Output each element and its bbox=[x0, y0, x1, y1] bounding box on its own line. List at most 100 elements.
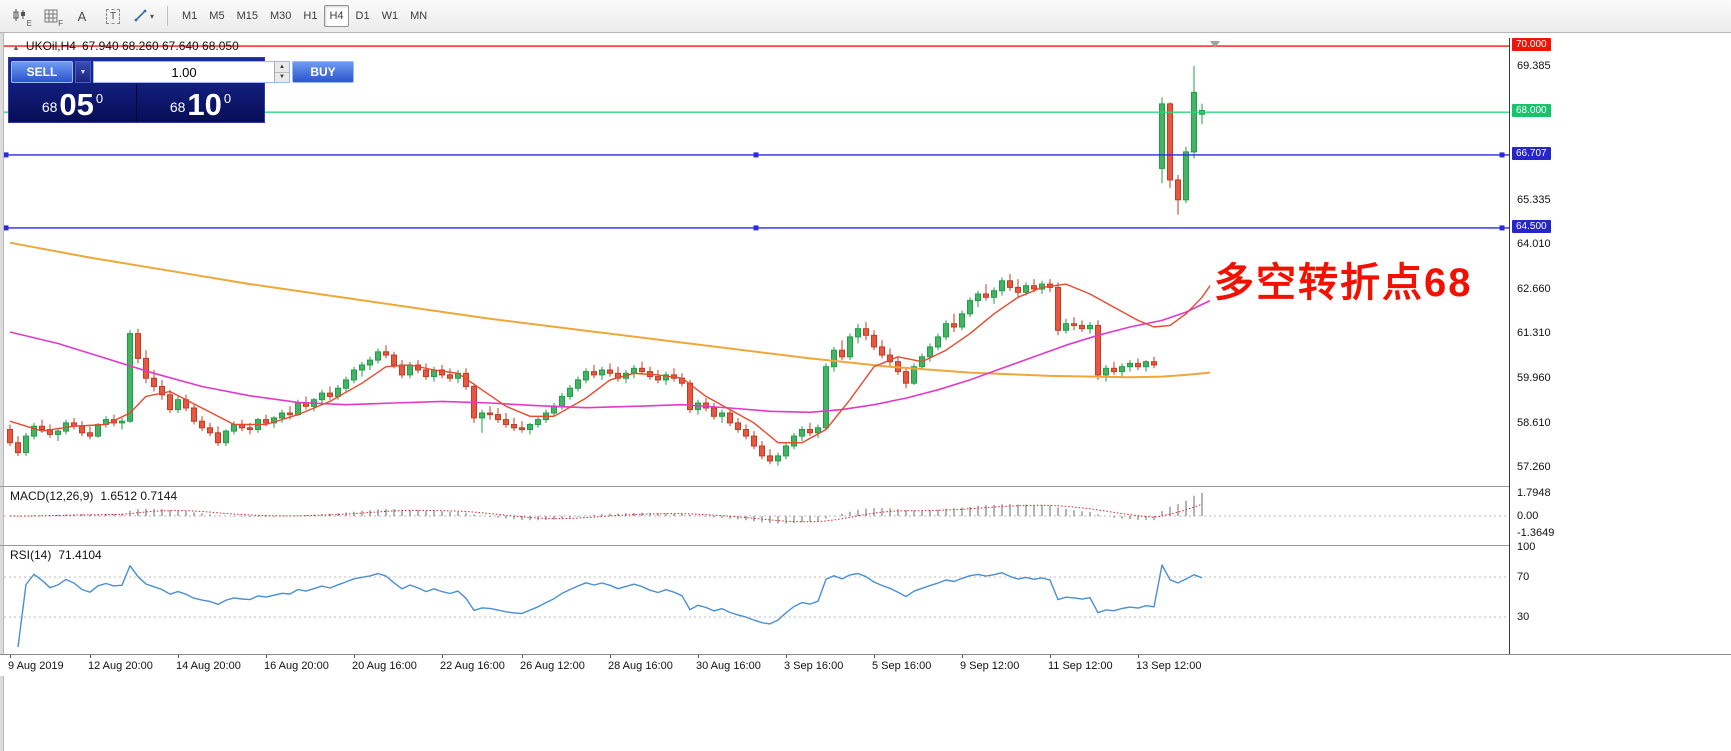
time-axis-tick bbox=[1138, 655, 1139, 658]
price-axis-label: 61.310 bbox=[1517, 327, 1551, 340]
ask-big-digits: 10 bbox=[187, 87, 222, 122]
volume-dropdown-button[interactable]: ▼ bbox=[75, 61, 91, 83]
ask-sup-digit: 0 bbox=[223, 91, 232, 106]
price-axis-label: 69.385 bbox=[1517, 60, 1551, 73]
objects-dropdown-icon[interactable]: ▾ bbox=[130, 3, 158, 29]
price-axis-label: 100 bbox=[1517, 541, 1536, 553]
price-axis-label: 59.960 bbox=[1517, 371, 1551, 384]
volume-stepper: ▲ ▼ bbox=[274, 62, 289, 82]
rsi-indicator-label: RSI(14) 71.4104 bbox=[10, 548, 102, 562]
timeframe-button-mn[interactable]: MN bbox=[410, 10, 428, 22]
time-axis[interactable]: 9 Aug 2019 12 Aug 20:00 14 Aug 20:00 16 Aug… bbox=[0, 654, 1731, 676]
time-axis-label: 9 Sep 12:00 bbox=[960, 660, 1020, 672]
time-axis-tick bbox=[522, 655, 523, 658]
separator[interactable] bbox=[0, 545, 1731, 546]
time-axis-label: 16 Aug 20:00 bbox=[264, 660, 329, 672]
time-axis-label: 20 Aug 16:00 bbox=[352, 660, 417, 672]
trendline-glyph bbox=[134, 9, 147, 22]
volume-input[interactable] bbox=[94, 62, 274, 82]
price-axis-label: -1.3649 bbox=[1517, 527, 1555, 540]
candlestick-chart-icon[interactable]: E bbox=[6, 3, 34, 29]
annotation-tool-icon[interactable]: A bbox=[68, 3, 96, 29]
one-click-trading-widget: SELL ▼ ▲ ▼ BUY 68 05 0 68 10 0 bbox=[8, 57, 354, 123]
timeframe-button-h4[interactable]: H4 bbox=[324, 5, 349, 27]
price-axis-label: 30 bbox=[1517, 611, 1530, 623]
price-axis-label: 65.335 bbox=[1517, 194, 1551, 207]
macd-title: MACD(12,26,9) bbox=[10, 489, 94, 503]
symbol-icon: ▲ bbox=[12, 43, 20, 52]
price-axis-label: 58.610 bbox=[1517, 416, 1551, 429]
sell-button[interactable]: SELL bbox=[11, 61, 73, 83]
text-label-tool-icon[interactable]: T bbox=[99, 3, 127, 29]
rsi-panel[interactable] bbox=[4, 546, 1509, 653]
separator bbox=[167, 6, 168, 26]
rsi-value: 71.4104 bbox=[58, 548, 102, 562]
text-label-tool-label: T bbox=[105, 8, 121, 24]
bid-main: 68 bbox=[41, 99, 58, 115]
price-level-badge: 70.000 bbox=[1512, 38, 1551, 52]
buy-button[interactable]: BUY bbox=[292, 61, 354, 83]
window-left-frame bbox=[0, 33, 4, 751]
chart-annotation-text[interactable]: 多空转折点68 bbox=[1214, 261, 1473, 305]
time-axis-label: 13 Sep 12:00 bbox=[1136, 660, 1202, 672]
time-axis-tick bbox=[1050, 655, 1051, 658]
price-level-badge: 64.500 bbox=[1512, 219, 1551, 233]
time-axis-tick bbox=[442, 655, 443, 658]
time-axis-tick bbox=[610, 655, 611, 658]
separator bbox=[0, 486, 1731, 487]
volume-step-up[interactable]: ▲ bbox=[275, 62, 289, 73]
macd-panel[interactable] bbox=[4, 487, 1509, 544]
time-axis-tick bbox=[874, 655, 875, 658]
volume-box: ▲ ▼ bbox=[93, 61, 290, 83]
time-axis-tick bbox=[178, 655, 179, 658]
time-axis-tick bbox=[354, 655, 355, 658]
chevron-down-icon: ▾ bbox=[149, 11, 154, 21]
timeframe-button-h1[interactable]: H1 bbox=[303, 10, 318, 22]
timeframe-button-m15[interactable]: M15 bbox=[236, 10, 258, 22]
timeframe-button-m1[interactable]: M1 bbox=[182, 10, 198, 22]
time-axis-label: 9 Aug 2019 bbox=[8, 660, 64, 672]
volume-step-down[interactable]: ▼ bbox=[275, 72, 289, 82]
price-axis-label: 57.260 bbox=[1517, 461, 1551, 474]
icon-sub-label: E bbox=[26, 19, 32, 28]
ask-price[interactable]: 68 10 0 bbox=[136, 84, 264, 122]
icon-sub-label: F bbox=[58, 19, 63, 28]
timeframe-button-d1[interactable]: D1 bbox=[355, 10, 370, 22]
macd-indicator-label: MACD(12,26,9) 1.6512 0.7144 bbox=[10, 489, 177, 503]
time-axis-tick bbox=[90, 655, 91, 658]
price-level-badge: 66.707 bbox=[1512, 146, 1551, 160]
ask-main: 68 bbox=[169, 99, 186, 115]
time-axis-label: 22 Aug 16:00 bbox=[440, 660, 505, 672]
candlestick-glyph bbox=[13, 9, 25, 21]
annotation-tool-label: A bbox=[77, 8, 87, 24]
grid-glyph bbox=[44, 9, 57, 22]
time-axis-tick bbox=[962, 655, 963, 658]
timeframe-group: M1 M5 M15 M30 H1 H4 D1 W1 MN bbox=[177, 5, 432, 27]
symbol-ohlc-line: ▲ UKOil,H4 67.940 68.260 67.640 68.050 bbox=[12, 39, 239, 53]
time-axis-label: 3 Sep 16:00 bbox=[784, 660, 844, 672]
rsi-title: RSI(14) bbox=[10, 548, 52, 562]
macd-value: 1.6512 0.7144 bbox=[100, 489, 178, 503]
toolbar: E F A T ▾ M1 M5 M15 M30 H1 H4 D1 W1 MN bbox=[0, 0, 1731, 33]
price-axis-label: 0.00 bbox=[1517, 510, 1539, 522]
time-axis-label: 11 Sep 12:00 bbox=[1048, 660, 1113, 672]
timeframe-button-w1[interactable]: W1 bbox=[381, 10, 399, 22]
time-axis-tick bbox=[786, 655, 787, 658]
time-axis-label: 26 Aug 12:00 bbox=[520, 660, 585, 672]
time-axis-label: 30 Aug 16:00 bbox=[696, 660, 761, 672]
trade-quote-row: 68 05 0 68 10 0 bbox=[9, 84, 264, 122]
bid-price[interactable]: 68 05 0 bbox=[9, 84, 136, 122]
timeframe-button-m30[interactable]: M30 bbox=[269, 10, 292, 22]
bid-big-digits: 05 bbox=[59, 87, 94, 122]
timeframe-button-m5[interactable]: M5 bbox=[209, 10, 225, 22]
time-axis-tick bbox=[10, 655, 11, 658]
symbol-ohlc-values: 67.940 68.260 67.640 68.050 bbox=[81, 39, 239, 53]
price-axis-label: 70 bbox=[1517, 571, 1530, 583]
bid-sup-digit: 0 bbox=[95, 91, 104, 106]
price-level-badge: 68.000 bbox=[1512, 104, 1551, 118]
trade-top-row: SELL ▼ ▲ ▼ BUY bbox=[9, 58, 354, 84]
price-axis[interactable]: 69.385 65.335 64.010 62.660 61.310 59.960 58.6… bbox=[1509, 38, 1731, 654]
price-axis-label: 1.7948 bbox=[1517, 487, 1551, 499]
grid-icon[interactable]: F bbox=[37, 3, 65, 29]
